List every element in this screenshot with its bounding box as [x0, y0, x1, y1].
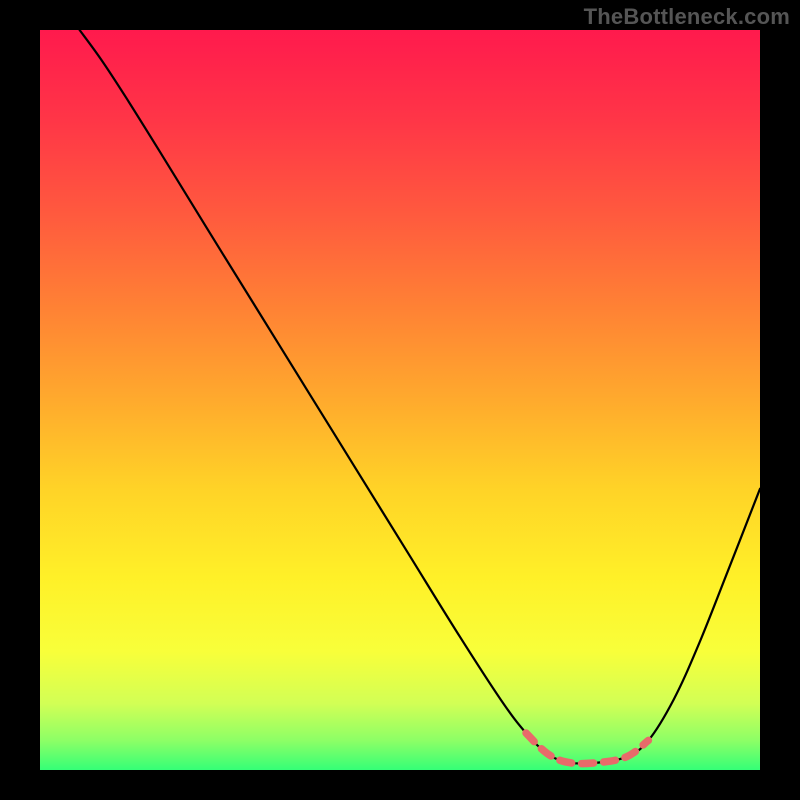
chart-stage: TheBottleneck.com — [0, 0, 800, 800]
plot-background — [40, 30, 760, 770]
gradient-chart — [0, 0, 800, 800]
